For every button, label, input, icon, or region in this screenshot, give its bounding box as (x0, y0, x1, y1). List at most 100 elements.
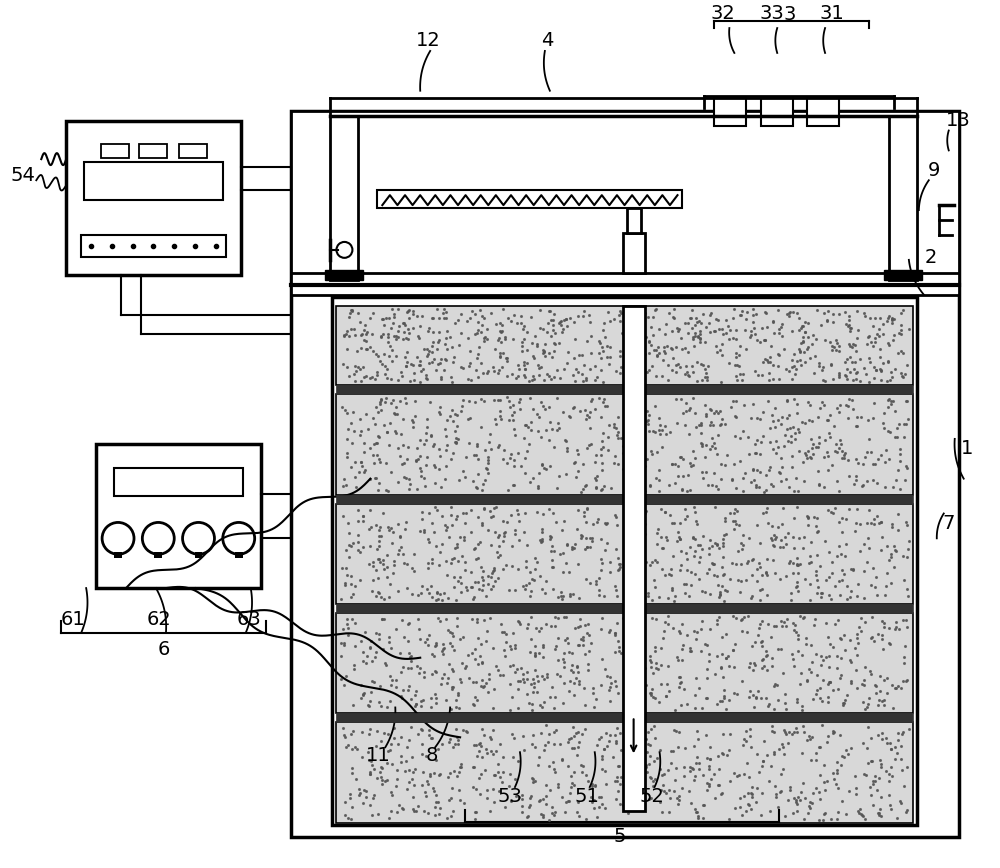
Point (405, 415, 421, 429)
Text: 53: 53 (498, 787, 522, 806)
Point (452, 633, 468, 647)
Point (749, 781, 765, 795)
Point (558, 467, 574, 481)
Point (492, 392, 508, 406)
Point (615, 438, 631, 452)
Point (883, 365, 899, 378)
Point (390, 737, 406, 751)
Point (633, 611, 649, 625)
Point (369, 436, 385, 450)
Point (371, 627, 387, 641)
Point (828, 332, 844, 346)
Point (603, 481, 619, 495)
Point (690, 330, 706, 344)
Point (372, 765, 388, 779)
Bar (336, 503, 913, 604)
Point (362, 311, 378, 325)
Point (335, 357, 351, 371)
Point (570, 620, 586, 634)
Point (776, 342, 792, 356)
Point (893, 345, 909, 358)
Point (346, 658, 362, 672)
Point (753, 435, 769, 449)
Point (460, 412, 476, 426)
Point (551, 336, 567, 350)
Point (786, 511, 802, 525)
Point (776, 438, 792, 452)
Point (773, 418, 789, 431)
Point (762, 805, 778, 819)
Point (650, 339, 666, 353)
Point (819, 313, 835, 327)
Point (426, 458, 442, 472)
Point (617, 689, 633, 703)
Point (372, 679, 388, 693)
Point (671, 322, 687, 336)
Point (463, 503, 479, 516)
Point (637, 784, 653, 798)
Point (352, 428, 368, 442)
Point (687, 451, 703, 465)
Point (740, 609, 756, 623)
Point (646, 754, 662, 768)
Point (395, 683, 411, 697)
Point (524, 337, 540, 351)
Point (483, 306, 499, 319)
Point (376, 347, 392, 361)
Point (805, 437, 821, 450)
Point (374, 612, 390, 626)
Point (443, 452, 459, 466)
Point (578, 412, 594, 426)
Point (661, 806, 677, 819)
Point (611, 562, 627, 576)
Point (880, 393, 896, 407)
Point (553, 589, 569, 603)
Point (672, 450, 688, 464)
Point (436, 667, 452, 681)
Point (768, 786, 784, 800)
Point (490, 571, 506, 585)
Point (370, 429, 386, 443)
Point (432, 767, 448, 781)
Point (652, 427, 668, 441)
Point (369, 771, 385, 785)
Point (524, 702, 540, 716)
Point (667, 457, 683, 470)
Point (421, 321, 437, 335)
Point (881, 636, 897, 650)
Point (476, 334, 492, 348)
Point (624, 730, 640, 744)
Point (737, 323, 753, 337)
Point (416, 343, 432, 357)
Point (866, 396, 882, 410)
Point (453, 585, 469, 599)
Point (487, 342, 503, 356)
Point (799, 733, 815, 746)
Point (693, 436, 709, 450)
Point (376, 562, 392, 575)
Point (710, 483, 726, 496)
Point (520, 420, 536, 434)
Point (529, 407, 545, 421)
Point (617, 801, 633, 815)
Point (662, 424, 678, 438)
Point (348, 364, 364, 378)
Point (410, 727, 426, 741)
Point (634, 304, 650, 318)
Point (629, 477, 645, 491)
Point (349, 345, 365, 358)
Point (783, 429, 799, 443)
Bar (114, 552, 122, 558)
Point (701, 562, 717, 576)
Point (743, 740, 759, 753)
Point (843, 655, 859, 669)
Point (469, 352, 485, 365)
Point (863, 335, 879, 349)
Point (802, 450, 818, 464)
Point (464, 305, 480, 319)
Point (788, 581, 804, 595)
Point (817, 783, 833, 797)
Point (825, 506, 841, 520)
Point (671, 530, 687, 544)
Point (416, 805, 432, 819)
